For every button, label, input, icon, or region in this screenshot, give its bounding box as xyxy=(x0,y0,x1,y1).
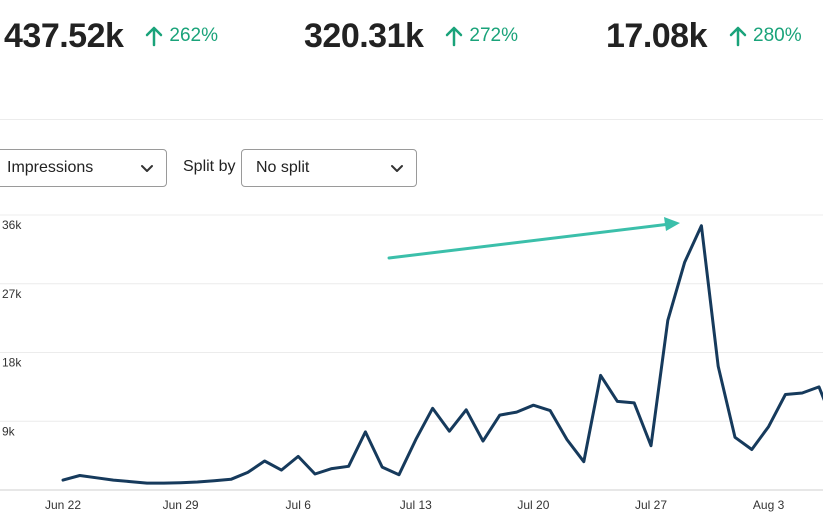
stat-change-value: 272% xyxy=(469,25,519,46)
stat-card-2: 320.31k 272% xyxy=(304,14,518,58)
arrow-up-icon xyxy=(729,26,747,47)
x-tick-label: Jul 6 xyxy=(286,498,312,512)
y-tick-label: 9k xyxy=(2,424,16,438)
chevron-down-icon xyxy=(391,165,403,172)
stat-change-value: 280% xyxy=(753,25,802,46)
x-axis-ticks: Jun 22 Jun 29 Jul 6 Jul 13 Jul 20 Jul 27 Aug 3 xyxy=(45,498,785,512)
metric-select-value: Impressions xyxy=(7,159,94,176)
stat-card-3: 17.08k 280% xyxy=(606,14,802,58)
x-tick-label: Jul 27 xyxy=(635,498,667,512)
stat-change-value: 262% xyxy=(169,25,219,46)
x-tick-label: Jun 22 xyxy=(45,498,81,512)
stat-value: 437.52k xyxy=(4,16,124,55)
stat-card-1: 437.52k 262% xyxy=(4,14,218,58)
y-tick-label: 27k xyxy=(2,287,22,301)
split-select[interactable]: No split xyxy=(241,149,417,187)
x-tick-label: Jun 29 xyxy=(163,498,199,512)
split-select-value: No split xyxy=(256,159,310,176)
x-tick-label: Jul 13 xyxy=(400,498,432,512)
chevron-down-icon xyxy=(141,165,153,172)
section-divider xyxy=(0,119,823,120)
stat-change: 280% xyxy=(729,25,802,47)
chart-grid xyxy=(0,214,823,491)
series-line xyxy=(61,224,823,485)
stat-change: 262% xyxy=(145,25,218,47)
arrow-up-icon xyxy=(146,26,163,47)
annotation-arrow-icon xyxy=(387,217,680,260)
y-tick-label: 36k xyxy=(2,218,22,232)
impressions-line-chart: 9k 18k 27k 36k Jun 22 Jun 29 Jul 6 Jul 13 Jul 2… xyxy=(0,214,823,512)
stat-value: 17.08k xyxy=(606,16,708,55)
x-tick-label: Jul 20 xyxy=(517,498,549,512)
stat-change: 272% xyxy=(445,25,518,47)
y-axis-ticks: 9k 18k 27k 36k xyxy=(2,218,22,438)
x-tick-label: Aug 3 xyxy=(753,498,785,512)
y-tick-label: 18k xyxy=(2,356,22,370)
metric-select[interactable]: Impressions xyxy=(0,149,167,187)
split-by-label: Split by xyxy=(183,158,236,175)
arrow-up-icon xyxy=(446,26,463,47)
stat-value: 320.31k xyxy=(304,16,424,55)
